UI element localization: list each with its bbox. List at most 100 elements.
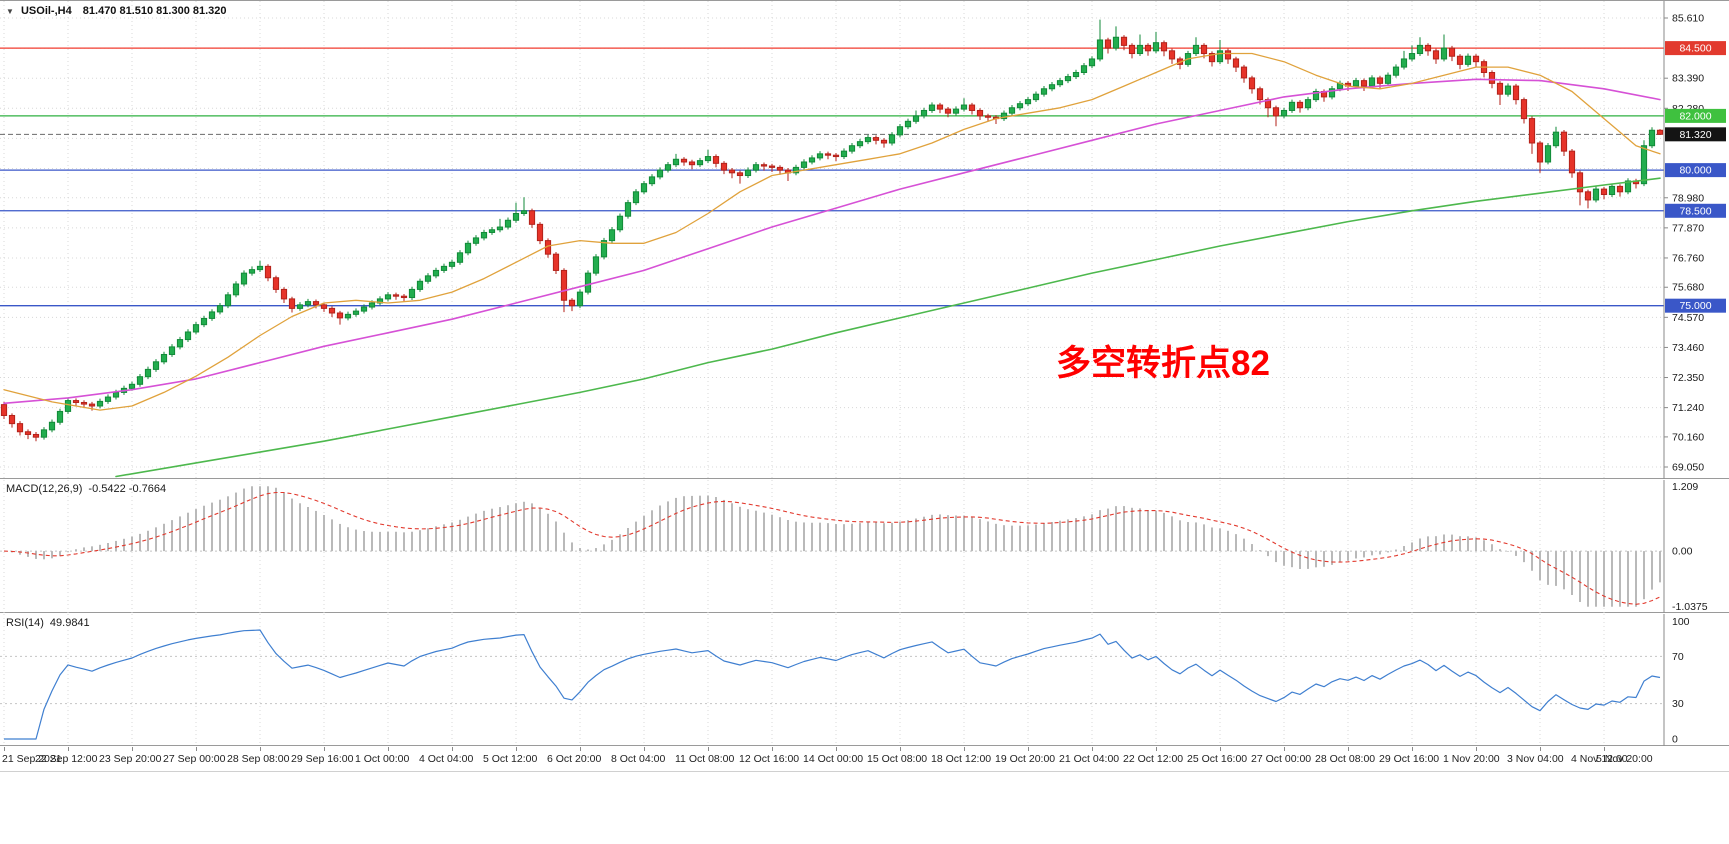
- macd-name: MACD(12,26,9): [6, 483, 83, 495]
- time-tick: [4, 747, 5, 751]
- price-badge-84.500: [1665, 41, 1726, 56]
- price-badge-label: 80.000: [1679, 165, 1711, 177]
- rsi-axis-label: 70: [1672, 651, 1684, 663]
- time-label: 12 Oct 16:00: [739, 753, 800, 765]
- price-tick-label: 71.240: [1672, 402, 1704, 414]
- horizontal-levels-layer: [0, 47, 1664, 307]
- macd-signal-layer: [3, 491, 1661, 605]
- macd-axis-label: -1.0375: [1672, 601, 1708, 613]
- bottom-strip: [0, 771, 1729, 844]
- time-tick: [1156, 747, 1157, 751]
- time-label: 5 Nov 20:00: [1596, 753, 1653, 765]
- macd-axis-label: 1.209: [1672, 481, 1698, 493]
- time-tick: [324, 747, 325, 751]
- price-tick-label: 85.610: [1672, 13, 1704, 25]
- time-label: 1 Oct 00:00: [355, 753, 410, 765]
- rsi-grid-layer: [0, 614, 1664, 746]
- main-chart-panel[interactable]: ▼ USOil-,H4 81.470 81.510 81.300 81.320 …: [0, 1, 1729, 479]
- price-badge-82.000: [1665, 108, 1726, 123]
- price-badge-label: 75.000: [1679, 300, 1711, 312]
- time-tick: [1092, 747, 1093, 751]
- price-badge-78.500: [1665, 203, 1726, 218]
- time-label: 29 Oct 16:00: [1379, 753, 1440, 765]
- time-tick: [1284, 747, 1285, 751]
- price-axis: 85.61083.39082.28078.98077.87076.76075.6…: [1663, 1, 1726, 479]
- time-label: 29 Sep 16:00: [291, 753, 354, 765]
- time-label: 8 Oct 04:00: [611, 753, 666, 765]
- time-label: 1 Nov 20:00: [1443, 753, 1500, 765]
- time-tick: [1348, 747, 1349, 751]
- time-tick: [196, 747, 197, 751]
- time-tick: [836, 747, 837, 751]
- time-tick: [1220, 747, 1221, 751]
- time-label: 22 Oct 12:00: [1123, 753, 1184, 765]
- macd-label: MACD(12,26,9) -0.5422 -0.7664: [6, 483, 166, 495]
- price-tick-label: 74.570: [1672, 312, 1704, 324]
- time-tick: [388, 747, 389, 751]
- rsi-line-layer: [4, 629, 1661, 740]
- ohlc-values: 81.470 81.510 81.300 81.320: [82, 5, 227, 17]
- macd-panel[interactable]: MACD(12,26,9) -0.5422 -0.7664 1.209 0.00 -1…: [0, 480, 1729, 613]
- macd-grid-layer: [0, 480, 1664, 613]
- macd-axis-label: 0.00: [1672, 546, 1693, 558]
- time-label: 15 Oct 08:00: [867, 753, 928, 765]
- collapse-icon[interactable]: ▼: [6, 7, 14, 16]
- time-label: 4 Nov 12:00: [1571, 753, 1628, 765]
- rsi-axis: 100 70 30 0: [1663, 614, 1690, 746]
- price-tick-label: 75.680: [1672, 282, 1704, 294]
- macd-axis: 1.209 0.00 -1.0375: [1663, 480, 1708, 613]
- price-tick-label: 77.870: [1672, 222, 1704, 234]
- time-tick: [1476, 747, 1477, 751]
- grid-layer: [0, 1, 1664, 479]
- time-tick: [708, 747, 709, 751]
- price-badge-80.000: [1665, 163, 1726, 178]
- time-tick: [132, 747, 133, 751]
- time-tick: [964, 747, 965, 751]
- time-label: 19 Oct 20:00: [995, 753, 1056, 765]
- time-label: 21 Sep 2021: [2, 753, 62, 765]
- time-label: 4 Oct 04:00: [419, 753, 474, 765]
- price-tick-label: 78.980: [1672, 192, 1704, 204]
- time-axis[interactable]: 21 Sep 2021 22 Sep 12:00 23 Sep 20:00 27 Se…: [0, 747, 1729, 771]
- price-tick-label: 83.390: [1672, 73, 1704, 85]
- price-badge-label: 82.000: [1679, 110, 1711, 122]
- time-tick: [516, 747, 517, 751]
- macd-canvas[interactable]: 1.209 0.00 -1.0375: [0, 480, 1729, 613]
- chart-annotation-text[interactable]: 多空转折点82: [1056, 344, 1270, 383]
- rsi-panel[interactable]: RSI(14) 49.9841 100 70 30 0: [0, 614, 1729, 746]
- time-label: 5 Oct 12:00: [483, 753, 538, 765]
- time-tick: [1028, 747, 1029, 751]
- time-label: 27 Oct 00:00: [1251, 753, 1312, 765]
- time-tick: [260, 747, 261, 751]
- time-label: 3 Nov 04:00: [1507, 753, 1564, 765]
- time-label: 25 Oct 16:00: [1187, 753, 1248, 765]
- time-tick: [580, 747, 581, 751]
- rsi-axis-label: 100: [1672, 616, 1690, 628]
- time-label: 28 Oct 08:00: [1315, 753, 1376, 765]
- rsi-canvas[interactable]: 100 70 30 0: [0, 614, 1729, 746]
- chart-header: ▼ USOil-,H4 81.470 81.510 81.300 81.320: [6, 5, 227, 17]
- time-label: 21 Oct 04:00: [1059, 753, 1120, 765]
- rsi-name: RSI(14): [6, 617, 44, 629]
- time-label: 14 Oct 00:00: [803, 753, 864, 765]
- moving-averages-layer: [3, 52, 1661, 478]
- time-tick: [452, 747, 453, 751]
- rsi-value: 49.9841: [49, 617, 90, 629]
- time-tick: [1540, 747, 1541, 751]
- macd-histogram-layer: [11, 486, 1661, 607]
- time-tick: [644, 747, 645, 751]
- main-chart-canvas[interactable]: 85.61083.39082.28078.98077.87076.76075.6…: [0, 1, 1729, 479]
- symbol-timeframe-label: USOil-,H4: [20, 5, 72, 17]
- price-tick-label: 69.050: [1672, 462, 1704, 474]
- price-badge-label: 81.320: [1679, 129, 1711, 141]
- time-label: 22 Sep 12:00: [35, 753, 98, 765]
- time-label: 6 Oct 20:00: [547, 753, 602, 765]
- time-tick: [900, 747, 901, 751]
- time-label: 23 Sep 20:00: [99, 753, 162, 765]
- time-tick: [68, 747, 69, 751]
- time-label: 28 Sep 08:00: [227, 753, 290, 765]
- price-tick-label: 70.160: [1672, 431, 1704, 443]
- macd-values: -0.5422 -0.7664: [88, 483, 167, 495]
- time-label: 27 Sep 00:00: [163, 753, 226, 765]
